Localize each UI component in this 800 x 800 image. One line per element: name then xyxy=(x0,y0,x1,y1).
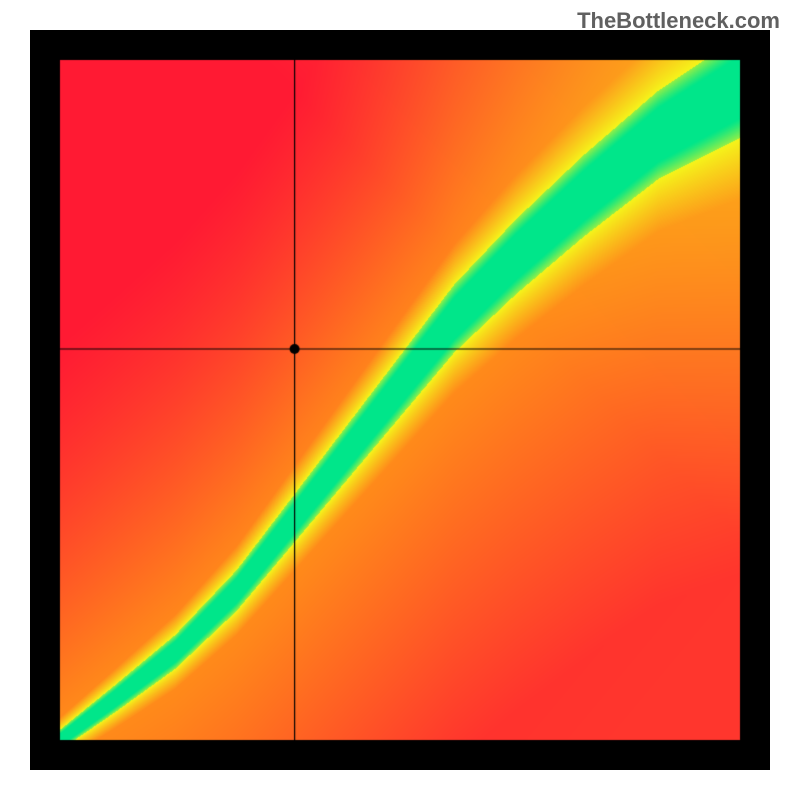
bottleneck-heatmap xyxy=(30,30,770,770)
chart-frame xyxy=(30,30,770,770)
watermark-text: TheBottleneck.com xyxy=(577,8,780,34)
